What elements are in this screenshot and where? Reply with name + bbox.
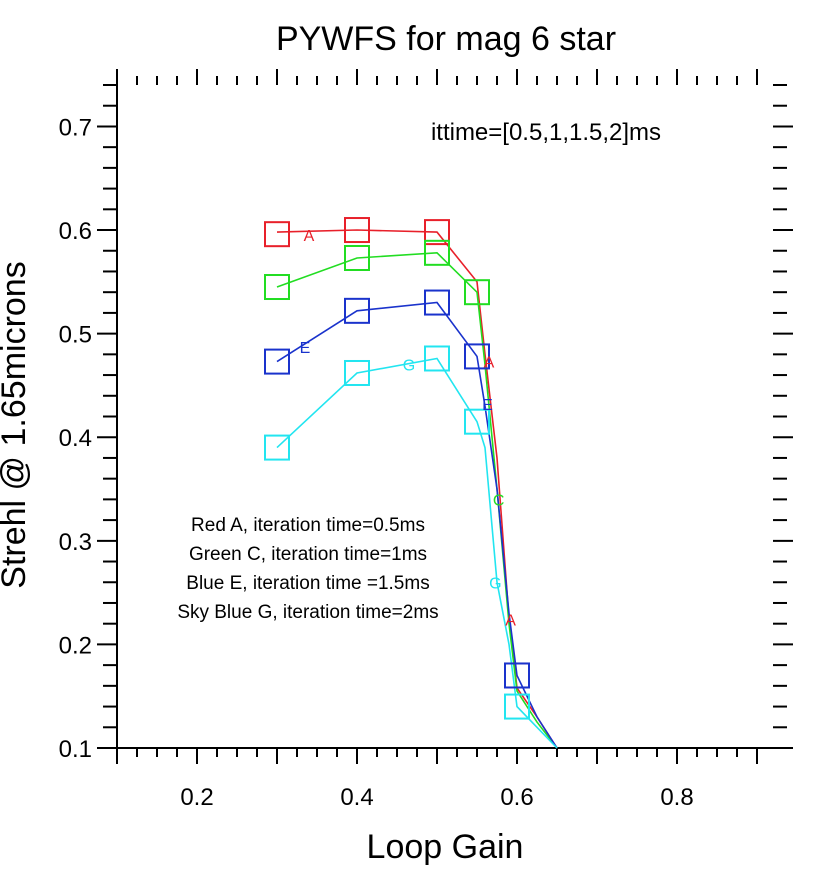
chart-title: PYWFS for mag 6 star <box>276 20 616 58</box>
series-marker-a <box>264 221 290 248</box>
y-tick-label: 0.3 <box>59 529 92 556</box>
series-letters: A E G A E C G A <box>300 228 517 629</box>
series-line-c <box>276 251 558 749</box>
series-letter-label: C <box>493 492 505 509</box>
plot-frame <box>116 85 773 749</box>
x-axis-label: Loop Gain <box>367 828 524 866</box>
y-tick-label: 0.1 <box>59 736 92 763</box>
series-markers <box>264 217 530 720</box>
series-marker-c <box>344 245 370 272</box>
ittime-annotation: ittime=[0.5,1,1.5,2]ms <box>431 119 661 146</box>
y-axis-label: Strehl @ 1.65microns <box>0 261 33 588</box>
y-tick-label: 0.6 <box>59 218 92 245</box>
y-tick-label: 0.2 <box>59 632 92 659</box>
y-tick-label: 0.7 <box>59 114 92 141</box>
x-ticks <box>116 69 758 764</box>
series-lines <box>276 229 558 749</box>
series-marker-c <box>464 279 490 306</box>
legend-entry: Red A, iteration time=0.5ms <box>191 515 425 536</box>
legend-entry: Blue E, iteration time =1.5ms <box>186 573 429 594</box>
series-letter-label: A <box>484 355 495 372</box>
series-line-a <box>276 229 558 749</box>
x-tick-label: 0.6 <box>500 784 533 811</box>
y-tick-label: 0.4 <box>59 425 92 452</box>
series-letter-label: G <box>489 575 501 592</box>
series-marker-e <box>464 343 490 370</box>
legend: Red A, iteration time=0.5ms Green C, iter… <box>177 515 438 623</box>
series-line-e <box>276 301 558 749</box>
series-marker-g <box>424 345 450 372</box>
y-tick-label: 0.5 <box>59 322 92 349</box>
series-letter-label: G <box>403 358 415 375</box>
y-ticks <box>97 84 793 749</box>
legend-entry: Green C, iteration time=1ms <box>189 544 427 565</box>
series-marker-g <box>264 434 290 461</box>
legend-entry: Sky Blue G, iteration time=2ms <box>177 602 438 623</box>
x-tick-labels: 0.2 0.4 0.6 0.8 <box>180 784 693 811</box>
series-marker-e <box>424 289 450 316</box>
series-marker-e <box>344 297 370 324</box>
series-letter-label: E <box>482 397 493 414</box>
x-tick-label: 0.4 <box>340 784 373 811</box>
series-marker-c <box>424 239 450 266</box>
series-letter-label: E <box>300 340 311 357</box>
y-tick-labels: 0.1 0.2 0.3 0.4 0.5 0.6 0.7 <box>59 114 92 763</box>
series-line-g <box>276 357 558 749</box>
series-marker-a <box>424 219 450 246</box>
series-letter-label: A <box>304 228 315 245</box>
series-marker-e <box>264 348 290 375</box>
series-marker-g <box>344 359 370 386</box>
series-marker-a <box>344 217 370 244</box>
series-letter-label: A <box>505 613 516 630</box>
series-marker-c <box>264 274 290 301</box>
series-marker-g <box>464 408 490 435</box>
series-marker-g <box>504 693 530 720</box>
x-tick-label: 0.2 <box>180 784 213 811</box>
series-marker-e <box>504 662 530 689</box>
x-tick-label: 0.8 <box>660 784 693 811</box>
